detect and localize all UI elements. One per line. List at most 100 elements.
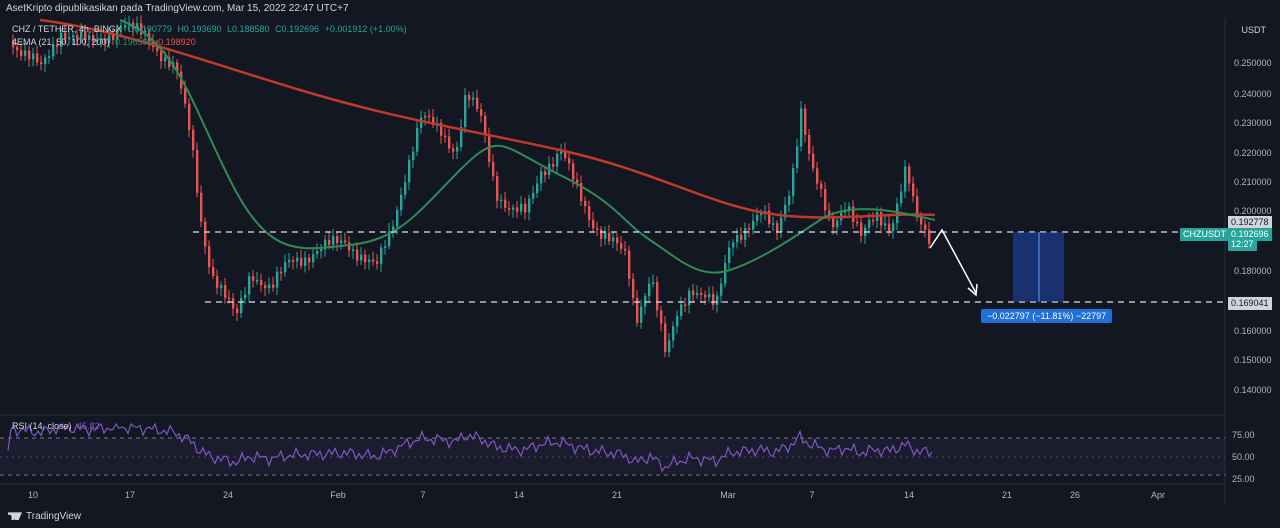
candle-body: [696, 293, 699, 296]
candle-body: [836, 220, 839, 228]
candle-body: [924, 224, 927, 230]
candle-body: [256, 280, 259, 282]
ema-200-line: [39, 18, 936, 219]
candle-body: [676, 316, 679, 327]
rsi-tick: 50.00: [1232, 452, 1255, 462]
candle-body: [652, 282, 655, 284]
candle-body: [364, 254, 367, 263]
candle-body: [860, 222, 863, 237]
candle-body: [156, 47, 159, 51]
symbol-legend: CHZ / TETHER, 4h, BINGX O0.190779 H0.193…: [12, 24, 410, 34]
candle-body: [244, 294, 247, 299]
candle-body: [492, 161, 495, 177]
candle-body: [508, 207, 511, 210]
candle-body: [320, 249, 323, 252]
candle-body: [372, 259, 375, 262]
x-tick: 7: [420, 490, 426, 500]
candle-body: [780, 217, 783, 233]
candle-body: [472, 97, 475, 100]
currency-unit: USDT: [1241, 25, 1267, 35]
x-tick: 26: [1069, 490, 1081, 500]
candle-body: [396, 210, 399, 227]
candle-body: [776, 223, 779, 233]
candle-body: [108, 34, 111, 44]
candle-body: [644, 296, 647, 307]
ohlc-change: +0.001912 (+1.00%): [324, 24, 407, 34]
ohlc-low: L0.188580: [227, 24, 270, 34]
candle-body: [332, 236, 335, 245]
bar-countdown: 12:27: [1228, 238, 1257, 251]
candle-body: [712, 293, 715, 305]
publisher-text: AsetKripto dipublikasikan pada TradingVi…: [6, 3, 349, 14]
candle-body: [500, 199, 503, 202]
candle-body: [912, 183, 915, 197]
ohlc-open: O0.190779: [127, 24, 172, 34]
candle-body: [20, 50, 23, 56]
candle-body: [284, 262, 287, 273]
brand-label: TradingView: [26, 511, 82, 522]
candle-body: [212, 266, 215, 276]
candle-body: [100, 38, 103, 41]
candle-body: [272, 284, 275, 288]
candle-body: [376, 261, 379, 264]
candle-body: [444, 135, 447, 138]
candle-body: [528, 198, 531, 213]
candle-body: [516, 207, 519, 212]
candle-body: [32, 53, 35, 60]
candle-body: [576, 179, 579, 184]
candle-body: [684, 304, 687, 306]
x-tick: 17: [124, 490, 136, 500]
candle-body: [68, 37, 71, 40]
candle-body: [200, 192, 203, 222]
candle-body: [536, 183, 539, 193]
candle-body: [552, 163, 555, 167]
candle-body: [788, 195, 791, 205]
x-tick: 14: [903, 490, 915, 500]
candle-body: [428, 115, 431, 118]
candle-body: [288, 260, 291, 263]
candle-body: [804, 108, 807, 135]
candle-body: [828, 210, 831, 218]
candle-body: [920, 217, 923, 225]
candle-body: [880, 212, 883, 226]
candle-body: [832, 217, 835, 228]
candle-body: [440, 122, 443, 136]
candle-body: [88, 35, 91, 40]
candle-body: [588, 206, 591, 220]
candle-body: [872, 219, 875, 222]
candle-body: [40, 62, 43, 65]
candle-body: [404, 182, 407, 195]
candle-body: [512, 207, 515, 210]
ema-label: 4EMA (21, 50, 100, 200): [12, 37, 110, 47]
candle-body: [80, 31, 83, 39]
candle-body: [168, 57, 171, 67]
candle-body: [796, 146, 799, 169]
candle-body: [268, 284, 271, 289]
candle-body: [412, 151, 415, 161]
candle-body: [692, 290, 695, 296]
candle-body: [420, 117, 423, 128]
candle-body: [44, 57, 47, 65]
candle-body: [24, 50, 27, 56]
candle-body: [352, 249, 355, 251]
candle-body: [240, 298, 243, 314]
ohlc-high: H0.193690: [177, 24, 222, 34]
candle-body: [220, 285, 223, 288]
candle-body: [632, 278, 635, 298]
candle-body: [664, 323, 667, 353]
candle-body: [740, 234, 743, 240]
candle-body: [896, 203, 899, 224]
candle-body: [756, 214, 759, 221]
lower-line-price-tag: 0.169041: [1228, 297, 1272, 310]
tradingview-brand[interactable]: TradingView: [8, 511, 81, 522]
candle-body: [700, 293, 703, 295]
y-tick: 0.140000: [1234, 385, 1272, 395]
candle-body: [36, 53, 39, 63]
candle-body: [292, 260, 295, 262]
candle-body: [248, 276, 251, 295]
rsi-line: [7, 422, 933, 473]
candle-body: [380, 247, 383, 264]
footer: TradingView: [0, 505, 1280, 528]
candle-body: [456, 147, 459, 152]
